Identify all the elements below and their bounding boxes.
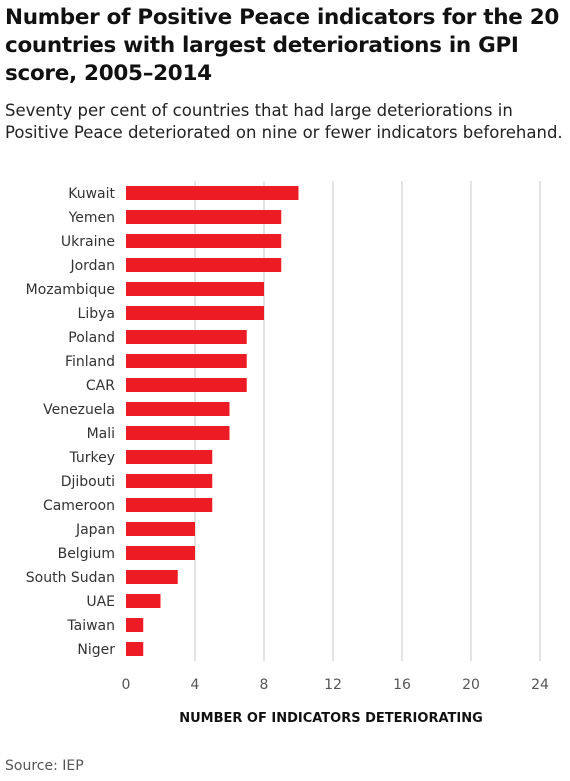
category-label: Finland	[65, 354, 115, 370]
category-label: Mali	[87, 426, 115, 442]
category-label: Cameroon	[43, 498, 115, 514]
category-label: Venezuela	[43, 402, 115, 418]
bar-uae	[126, 594, 161, 608]
bar-japan	[126, 522, 195, 536]
x-tick-label: 4	[191, 677, 200, 693]
bar-libya	[126, 306, 264, 320]
bar-south-sudan	[126, 570, 178, 584]
x-tick-label: 8	[260, 677, 269, 693]
bar-kuwait	[126, 186, 299, 200]
chart-title: Number of Positive Peace indicators for …	[5, 5, 560, 86]
category-label: Mozambique	[26, 282, 115, 298]
category-label: Japan	[75, 522, 115, 538]
category-label: Turkey	[68, 450, 115, 466]
category-label: Yemen	[68, 210, 115, 226]
category-label: Niger	[77, 642, 115, 658]
bar-taiwan	[126, 618, 144, 632]
category-label: South Sudan	[26, 570, 115, 586]
category-label: Taiwan	[66, 618, 115, 634]
x-tick-label: 20	[462, 677, 480, 693]
bar-ukraine	[126, 234, 282, 248]
category-labels: Kuwait Yemen Ukraine Jordan Mozambique Libya P…	[26, 186, 116, 658]
x-tick-labels: 0 4 8 12 16 20 24	[122, 677, 549, 693]
x-tick-label: 24	[531, 677, 549, 693]
category-label: Libya	[78, 306, 115, 322]
bar-turkey	[126, 450, 213, 464]
bar-poland	[126, 330, 247, 344]
x-axis-label: NUMBER OF INDICATORS DETERIORATING	[179, 711, 483, 726]
bars	[126, 186, 299, 656]
bar-venezuela	[126, 402, 230, 416]
bar-finland	[126, 354, 247, 368]
grid-lines	[194, 181, 541, 661]
chart-subtitle: Seventy per cent of countries that had l…	[5, 101, 563, 142]
category-label: Belgium	[58, 546, 115, 562]
bar-cameroon	[126, 498, 213, 512]
bar-car	[126, 378, 247, 392]
category-label: Poland	[68, 330, 115, 346]
bar-jordan	[126, 258, 282, 272]
category-label: UAE	[86, 594, 115, 610]
category-label: Kuwait	[68, 186, 115, 202]
bar-mali	[126, 426, 230, 440]
bar-djibouti	[126, 474, 213, 488]
x-tick-label: 12	[324, 677, 342, 693]
x-tick-label: 16	[393, 677, 411, 693]
source-note: Source: IEP	[5, 758, 84, 774]
category-label: Ukraine	[61, 234, 115, 250]
category-label: CAR	[86, 378, 115, 394]
bar-yemen	[126, 210, 282, 224]
bar-niger	[126, 642, 144, 656]
bar-mozambique	[126, 282, 264, 296]
x-tick-label: 0	[122, 677, 131, 693]
category-label: Jordan	[69, 258, 115, 274]
bar-belgium	[126, 546, 195, 560]
category-label: Djibouti	[61, 474, 115, 490]
